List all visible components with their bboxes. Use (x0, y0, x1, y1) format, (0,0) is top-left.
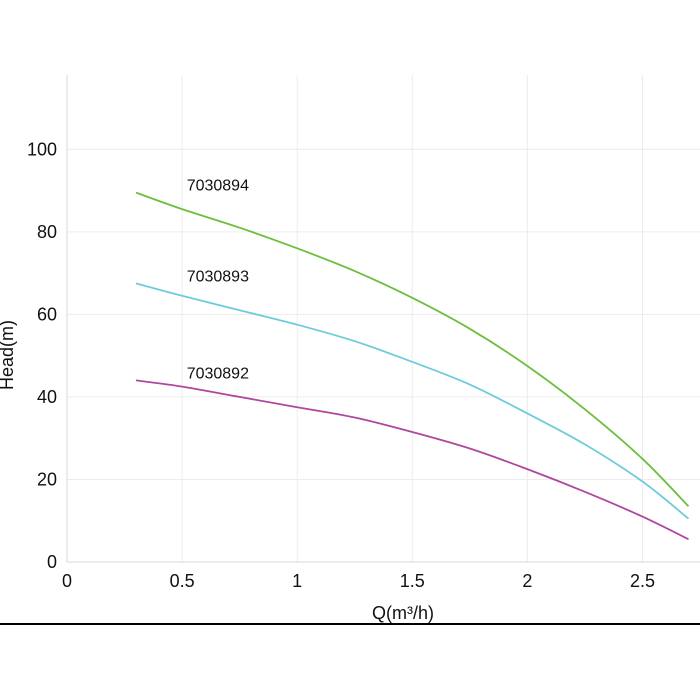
x-tick-label: 1 (292, 571, 302, 591)
series-line-7030893 (135, 282, 690, 520)
series-label-7030893: 7030893 (187, 268, 249, 285)
x-tick-label: 2 (522, 571, 532, 591)
x-tick-label: 0.5 (170, 571, 195, 591)
y-tick-label: 80 (37, 222, 57, 242)
series-lines (135, 191, 690, 541)
series-label-7030892: 7030892 (187, 365, 249, 382)
series-line-7030894 (135, 191, 690, 507)
series-labels: 7030894 7030893 7030892 (187, 178, 249, 383)
series-label-7030894: 7030894 (187, 178, 249, 195)
axes: 0 0.5 1 1.5 2 2.5 0 20 40 60 80 100 (27, 75, 700, 591)
y-tick-label: 0 (47, 552, 57, 572)
y-tick-label: 100 (27, 139, 57, 159)
x-tick-label: 0 (62, 571, 72, 591)
y-tick-label: 60 (37, 304, 57, 324)
bottom-rule (0, 623, 700, 625)
y-tick-label: 40 (37, 387, 57, 407)
grid (67, 75, 700, 562)
y-axis-label: Head(m) (0, 320, 17, 390)
x-tick-label: 1.5 (400, 571, 425, 591)
x-axis-label: Q(m³/h) (372, 603, 434, 623)
x-tick-label: 2.5 (630, 571, 655, 591)
series-line-7030892 (135, 379, 689, 541)
y-tick-label: 20 (37, 469, 57, 489)
